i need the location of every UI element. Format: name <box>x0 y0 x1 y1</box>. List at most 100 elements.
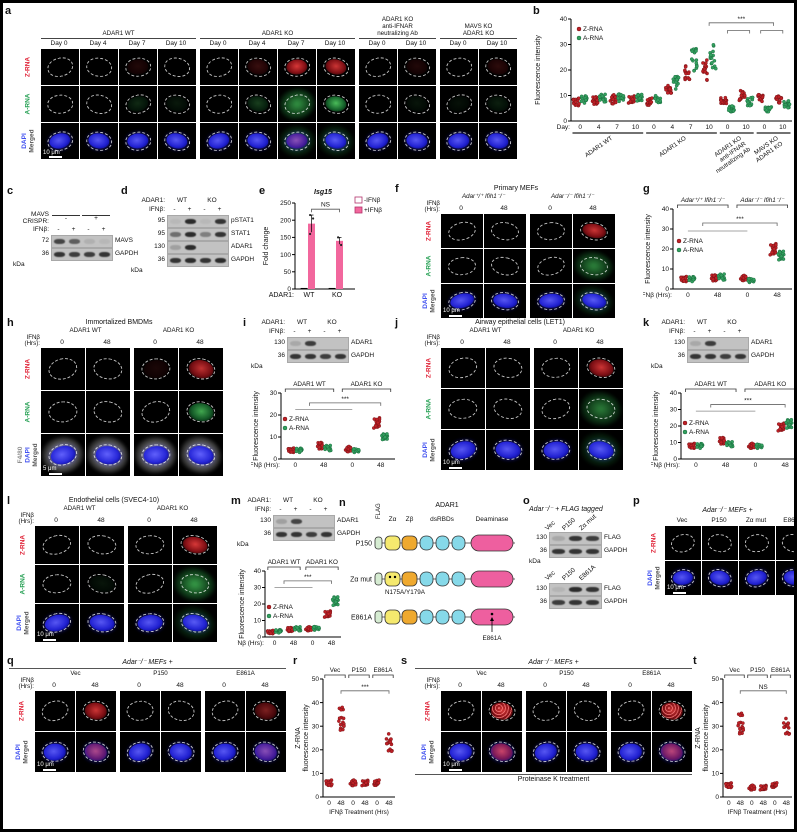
significance-label: *** <box>736 216 744 223</box>
panel-i-chart: 0 10 20 30 Fluorescence intensity 0 48 0 48 IFNβ … <box>248 371 401 488</box>
blot-header-value: WT <box>282 497 294 505</box>
l-micro: Endothelial cells (SVEC4-10) ADAR1 WT ADAR… <box>11 497 217 642</box>
p-micro: Adar⁻/⁻ MEFs + Vec P150 Zα mut E861A Z-RNA DAP… <box>643 507 794 596</box>
group-label: P150 <box>559 670 574 678</box>
group-label: P150 <box>352 667 367 674</box>
band <box>290 519 303 524</box>
legend-label: A-RNA <box>683 247 704 254</box>
col-label: Day 10 <box>165 40 187 48</box>
band-strip <box>51 248 113 261</box>
y-tick: 10 <box>712 771 720 778</box>
panel-n-diagram: ADAR1 Zα Zβ dsRBDs Deaminase FLAG P150 Zα mut N1… <box>339 497 523 651</box>
panel-t-chart: 0 10 20 30 40 50 Z-RNA fluorescence intensity 0 4… <box>693 655 794 829</box>
band <box>569 536 582 541</box>
blot-header-value: - <box>693 328 696 336</box>
scatter-points <box>265 594 340 635</box>
panel-i-blot: ADAR1: WT KO IFNβ: - + - +130 ADAR1 36 GAPDH kDa <box>251 319 401 371</box>
band-strip <box>51 235 113 248</box>
blot-header-label: MAVS CRISPR: <box>22 210 49 225</box>
band <box>53 252 66 257</box>
panel-j: j Airway epithelial cells (LET1) ADAR1 WT… <box>395 317 641 493</box>
micro-cell <box>158 49 196 86</box>
micro-cell <box>278 123 316 160</box>
x-category: WT <box>304 292 316 299</box>
lane-label: Vec <box>543 569 557 583</box>
col-label: 48 <box>667 681 675 689</box>
kda-label: kDa <box>651 363 663 370</box>
band-label: GAPDH <box>115 250 139 258</box>
x-tick: 0 <box>652 124 656 131</box>
axis-label: IFNβ (Hrs): <box>18 676 34 691</box>
panel-o-blot-2: Vec P150 E861A 130 FLAG 36 GAPDH <box>529 563 641 609</box>
x-tick: 0 <box>293 462 297 469</box>
micro-cell <box>665 526 701 561</box>
scale-line <box>49 472 62 475</box>
f-micro: Primary MEFs Adar⁺/⁺ Ifih1⁻/⁻ Adar⁻/⁻ Ifih… <box>417 185 615 318</box>
blot-header-value: - <box>309 506 312 514</box>
band-strip <box>549 532 602 545</box>
blot-header-label: IFNβ: <box>268 328 285 336</box>
micro-cell <box>76 731 116 772</box>
micro-cell <box>246 690 286 731</box>
scatter-points <box>324 705 394 788</box>
band <box>169 245 182 250</box>
row-label-text: Z-RNA <box>18 700 26 721</box>
row-label-text: A-RNA <box>425 255 433 277</box>
x-tick: 0 <box>311 640 315 647</box>
blot-header-label: IFNβ: <box>668 328 685 336</box>
panel-j-content: Airway epithelial cells (LET1) ADAR1 WT AD… <box>395 317 641 495</box>
row-label: DAPI Merged <box>417 284 441 318</box>
micro-cell <box>702 561 738 596</box>
y-tick: 20 <box>670 423 678 430</box>
micro-cell <box>205 731 245 772</box>
legend-label: Z-RNA <box>689 420 710 427</box>
y-axis-label: Fold change <box>263 227 270 266</box>
blot-header-value: + <box>293 506 298 514</box>
panel-e: e 0 50 100 150 200 250 Fold change Isg15 WT KO ADA… <box>259 185 395 311</box>
micro-cell: 10 μm <box>441 731 481 772</box>
y-tick: 20 <box>254 601 262 608</box>
row-label: Z-RNA <box>643 526 665 560</box>
micro-cell <box>479 49 517 86</box>
panel-g: g 0 10 20 30 40 Fluorescence intensity 0 48 0 48 I… <box>640 183 794 313</box>
panel-p-content: Adar⁻/⁻ MEFs + Vec P150 Zα mut E861A Z-RNA DAP… <box>633 495 794 663</box>
micro-cell <box>526 690 566 731</box>
panel-m-chart: 0 10 20 30 40 Fluorescence intensity 0 48 0 48 IFN… <box>232 549 347 666</box>
y-tick: 200 <box>280 217 291 224</box>
row-label-text: A-RNA <box>425 398 433 420</box>
row-label: DAPI Merged <box>15 123 41 159</box>
micro-cell: 10 μm <box>35 603 79 642</box>
band-mw: 36 <box>677 352 685 360</box>
col-label: Day 10 <box>324 40 346 48</box>
micro-cell <box>200 123 238 160</box>
panel-o-blot-1: Vec P150 Zα mut 130 FLAG 36 GAPDH kDa <box>529 513 641 566</box>
y-tick: 100 <box>280 252 291 259</box>
band-strip <box>287 350 349 363</box>
x-tick: 48 <box>760 800 768 807</box>
lane-label: E861A <box>577 563 598 583</box>
legend-label: Z-RNA <box>583 26 604 33</box>
panel-i: i ADAR1: WT KO IFNβ: - + - +130 ADAR1 36 GAPDH kDa … <box>243 317 395 493</box>
micro-cell <box>278 49 316 86</box>
scale-line <box>449 768 462 771</box>
blot-header-value: KO <box>313 497 323 505</box>
band <box>552 586 565 592</box>
blot-header-value: + <box>82 214 110 223</box>
x-axis-label: IFNβ Treatment (Hrs) <box>329 809 389 816</box>
panel-c-blot: MAVS CRISPR: - + IFNβ: - + - +72 MAVS 36 GAPDH kDa <box>13 210 138 269</box>
y-tick: 20 <box>662 246 670 253</box>
col-label: 0 <box>553 338 557 346</box>
group-label: Adar⁺/⁺ Ifih1⁻/⁻ <box>680 197 725 204</box>
panel-k-blot: ADAR1: WT KO IFNβ: - + - +130 ADAR1 36 GAPDH kDa <box>651 319 794 371</box>
micro-cell <box>534 347 578 388</box>
micro-cell <box>80 86 118 123</box>
blot-header-value: WT <box>696 319 708 327</box>
band <box>304 341 317 346</box>
row-label: Z-RNA <box>15 49 41 85</box>
band-label: pSTAT1 <box>231 217 254 225</box>
x-tick: 0 <box>578 124 582 131</box>
legend-label: +IFNβ <box>364 207 382 214</box>
micro-cell <box>530 213 572 248</box>
panel-b-chart: 0 10 20 30 40 Fluorescence intensity 0 4 7 10 0 4 7 1… <box>533 5 794 181</box>
row-label-text: Merged <box>654 566 662 590</box>
